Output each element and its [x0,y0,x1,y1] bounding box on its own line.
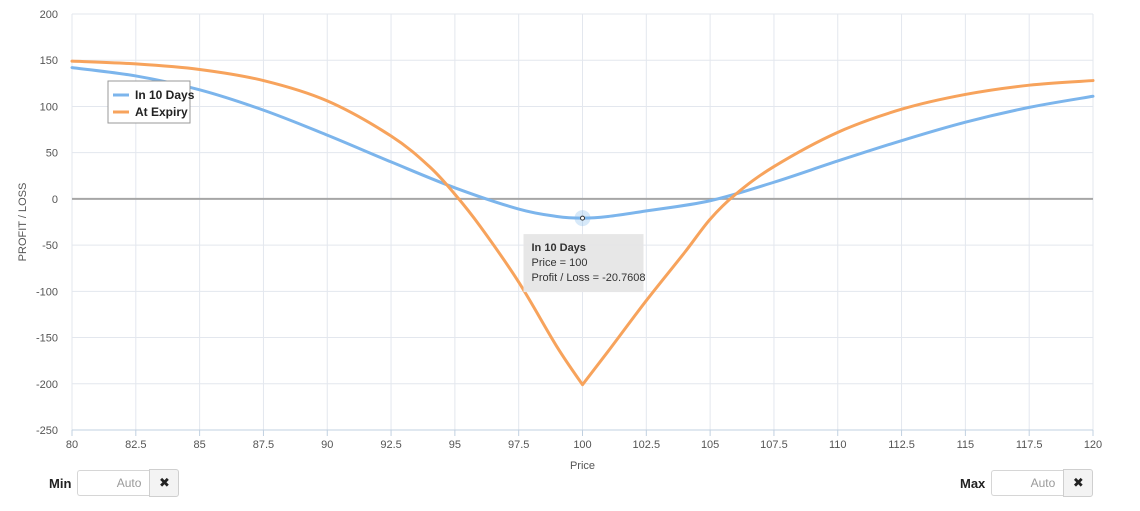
y-axis: 200 150 100 50 0 -50 -100 -150 -200 -250 [36,9,58,437]
x-tick-label: 117.5 [1016,439,1043,451]
tooltip-profit-loss: Profit / Loss = -20.7608 [532,272,646,284]
legend-box [107,80,191,124]
x-tick-label: 90 [321,439,333,451]
series-at-expiry[interactable] [70,59,1095,387]
y-tick-label: 100 [40,101,58,113]
x-tick-label: 82.5 [125,439,146,451]
max-control: Max ✖ [960,469,1094,497]
legend-label-in-10-days[interactable]: In 10 Days [135,88,195,102]
tooltip: In 10 Days Price = 100 Profit / Loss = -… [523,210,646,293]
y-tick-label: 0 [52,194,58,206]
x-tick-label: 100 [573,439,591,451]
y-tick-label: -100 [36,286,58,298]
y-tick-label: 200 [40,9,58,21]
x-tick-label: 120 [1084,439,1102,451]
close-icon: ✖ [1072,475,1084,491]
x-tick-label: 102.5 [633,439,661,451]
max-label: Max [960,475,986,491]
x-axis: 80 82.5 85 87.5 90 92.5 95 97.5 100 102.5 105 107.5… [66,430,1102,451]
x-tick-label: 110 [829,439,847,451]
hover-point [580,215,585,221]
y-axis-title: PROFIT / LOSS [17,183,29,262]
x-tick-label: 85 [194,439,206,451]
y-tick-label: 50 [46,148,58,160]
x-axis-title: Price [570,460,595,470]
min-clear-button[interactable]: ✖ [149,469,180,497]
x-tick-label: 95 [449,439,461,451]
x-tick-label: 92.5 [380,439,401,451]
tooltip-box [523,234,644,293]
max-clear-button[interactable]: ✖ [1063,469,1094,497]
x-tick-label: 80 [66,439,78,451]
profit-loss-chart: 200 150 100 50 0 -50 -100 -150 -200 -250 80 82.5 85… [17,9,1102,470]
min-control: Min ✖ [49,469,180,497]
y-tick-label: -150 [36,333,58,345]
min-input[interactable] [77,470,150,496]
x-tick-label: 115 [957,439,975,451]
min-label: Min [49,475,72,491]
y-tick-label: -50 [42,240,58,252]
legend: In 10 Days At Expiry [107,80,195,124]
x-tick-label: 87.5 [253,439,274,451]
tooltip-price: Price = 100 [532,257,588,269]
y-tick-label: 150 [40,55,58,67]
legend-label-at-expiry[interactable]: At Expiry [135,105,188,119]
max-input[interactable] [991,470,1064,496]
tooltip-title: In 10 Days [532,242,586,254]
x-tick-label: 105 [701,439,719,451]
x-tick-label: 112.5 [888,439,915,451]
x-tick-label: 97.5 [508,439,529,451]
y-tick-label: -200 [36,379,58,391]
y-tick-label: -250 [36,425,58,437]
x-tick-label: 107.5 [760,439,788,451]
close-icon: ✖ [158,475,170,491]
